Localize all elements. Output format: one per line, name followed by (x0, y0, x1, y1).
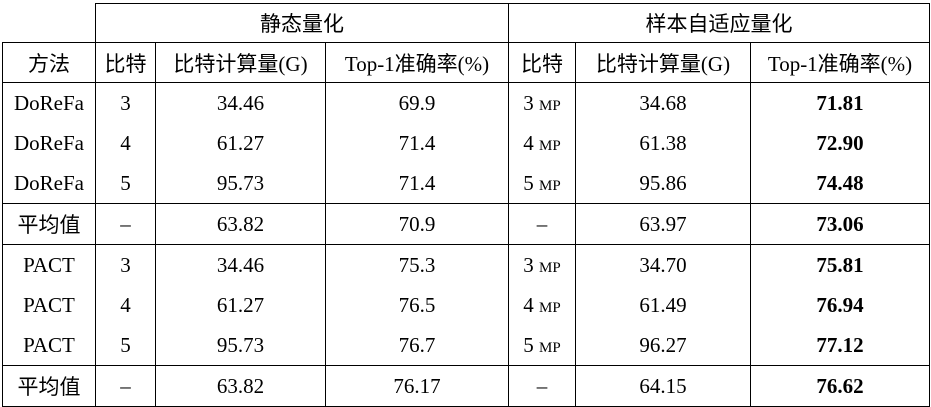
results-table: 静态量化 样本自适应量化 方法 比特 比特计算量(G) Top-1准确率(%) … (2, 3, 930, 407)
table-row: PACT 5 95.73 76.7 5 MP 96.27 77.12 (2, 325, 930, 366)
bitops-cell: 63.82 (155, 203, 326, 245)
method-cell: PACT (2, 244, 96, 285)
mp-tag: MP (539, 177, 561, 194)
bits-cell: 4 (95, 285, 156, 325)
method-cell: PACT (2, 285, 96, 325)
adaptive-top1-cell: 72.90 (750, 123, 930, 163)
adaptive-bits-cell: 4 MP (508, 123, 576, 163)
adaptive-bits-cell: – (508, 365, 576, 407)
col-top1: Top-1准确率(%) (325, 42, 509, 83)
table-row: DoReFa 3 34.46 69.9 3 MP 34.68 71.81 (2, 82, 930, 123)
bits-cell: – (95, 365, 156, 407)
corner-cell (2, 3, 96, 43)
top1-cell: 75.3 (325, 244, 509, 285)
table-row: DoReFa 4 61.27 71.4 4 MP 61.38 72.90 (2, 123, 930, 163)
method-cell: 平均值 (2, 365, 96, 407)
method-cell: PACT (2, 325, 96, 366)
adaptive-bitops-cell: 96.27 (575, 325, 751, 366)
adaptive-top1-cell: 75.81 (750, 244, 930, 285)
adaptive-bits-cell: – (508, 203, 576, 245)
table-row: PACT 3 34.46 75.3 3 MP 34.70 75.81 (2, 244, 930, 285)
adaptive-bits-value: 3 (523, 252, 534, 277)
col-method: 方法 (2, 42, 96, 83)
bits-cell: 3 (95, 82, 156, 123)
adaptive-top1-cell: 73.06 (750, 203, 930, 245)
adaptive-top1-cell: 76.62 (750, 365, 930, 407)
adaptive-bits-value: 4 (523, 292, 534, 317)
bitops-cell: 61.27 (155, 285, 326, 325)
mp-tag: MP (539, 97, 561, 114)
adaptive-bitops-cell: 95.86 (575, 163, 751, 204)
method-cell: DoReFa (2, 123, 96, 163)
adaptive-bits-cell: 5 MP (508, 325, 576, 366)
method-cell: DoReFa (2, 82, 96, 123)
adaptive-bitops-cell: 34.68 (575, 82, 751, 123)
adaptive-bits-value: 5 (523, 170, 534, 195)
top1-cell: 76.7 (325, 325, 509, 366)
average-row: 平均值 – 63.82 70.9 – 63.97 73.06 (2, 203, 930, 245)
top1-cell: 76.5 (325, 285, 509, 325)
bitops-cell: 34.46 (155, 244, 326, 285)
adaptive-bitops-cell: 63.97 (575, 203, 751, 245)
bitops-cell: 34.46 (155, 82, 326, 123)
adaptive-bits-value: 3 (523, 90, 534, 115)
table-row: DoReFa 5 95.73 71.4 5 MP 95.86 74.48 (2, 163, 930, 204)
col-bitops: 比特计算量(G) (155, 42, 326, 83)
bits-cell: – (95, 203, 156, 245)
col-bits: 比特 (95, 42, 156, 83)
adaptive-bits-cell: 4 MP (508, 285, 576, 325)
col-bitops-adaptive: 比特计算量(G) (575, 42, 751, 83)
mp-tag: MP (539, 137, 561, 154)
top1-cell: 69.9 (325, 82, 509, 123)
adaptive-bits-cell: 5 MP (508, 163, 576, 204)
adaptive-bitops-cell: 61.49 (575, 285, 751, 325)
adaptive-bitops-cell: 61.38 (575, 123, 751, 163)
top1-cell: 76.17 (325, 365, 509, 407)
adaptive-bitops-cell: 34.70 (575, 244, 751, 285)
bitops-cell: 95.73 (155, 325, 326, 366)
top1-cell: 71.4 (325, 163, 509, 204)
top1-cell: 70.9 (325, 203, 509, 245)
method-cell: 平均值 (2, 203, 96, 245)
bitops-cell: 63.82 (155, 365, 326, 407)
adaptive-bits-value: 4 (523, 130, 534, 155)
bits-cell: 3 (95, 244, 156, 285)
method-cell: DoReFa (2, 163, 96, 204)
mp-tag: MP (539, 259, 561, 276)
group-header-row: 静态量化 样本自适应量化 (2, 3, 930, 43)
group-adaptive: 样本自适应量化 (508, 3, 930, 43)
adaptive-bits-value: 5 (523, 332, 534, 357)
average-row: 平均值 – 63.82 76.17 – 64.15 76.62 (2, 365, 930, 407)
table-row: PACT 4 61.27 76.5 4 MP 61.49 76.94 (2, 285, 930, 325)
group-static: 静态量化 (95, 3, 509, 43)
adaptive-bitops-cell: 64.15 (575, 365, 751, 407)
mp-tag: MP (539, 339, 561, 356)
adaptive-bits-cell: 3 MP (508, 244, 576, 285)
top1-cell: 71.4 (325, 123, 509, 163)
bitops-cell: 61.27 (155, 123, 326, 163)
bitops-cell: 95.73 (155, 163, 326, 204)
adaptive-top1-cell: 77.12 (750, 325, 930, 366)
col-top1-adaptive: Top-1准确率(%) (750, 42, 930, 83)
bits-cell: 4 (95, 123, 156, 163)
column-header-row: 方法 比特 比特计算量(G) Top-1准确率(%) 比特 比特计算量(G) T… (2, 42, 930, 83)
adaptive-top1-cell: 71.81 (750, 82, 930, 123)
bits-cell: 5 (95, 325, 156, 366)
bits-cell: 5 (95, 163, 156, 204)
adaptive-top1-cell: 74.48 (750, 163, 930, 204)
col-bits-adaptive: 比特 (508, 42, 576, 83)
mp-tag: MP (539, 299, 561, 316)
adaptive-bits-cell: 3 MP (508, 82, 576, 123)
adaptive-top1-cell: 76.94 (750, 285, 930, 325)
